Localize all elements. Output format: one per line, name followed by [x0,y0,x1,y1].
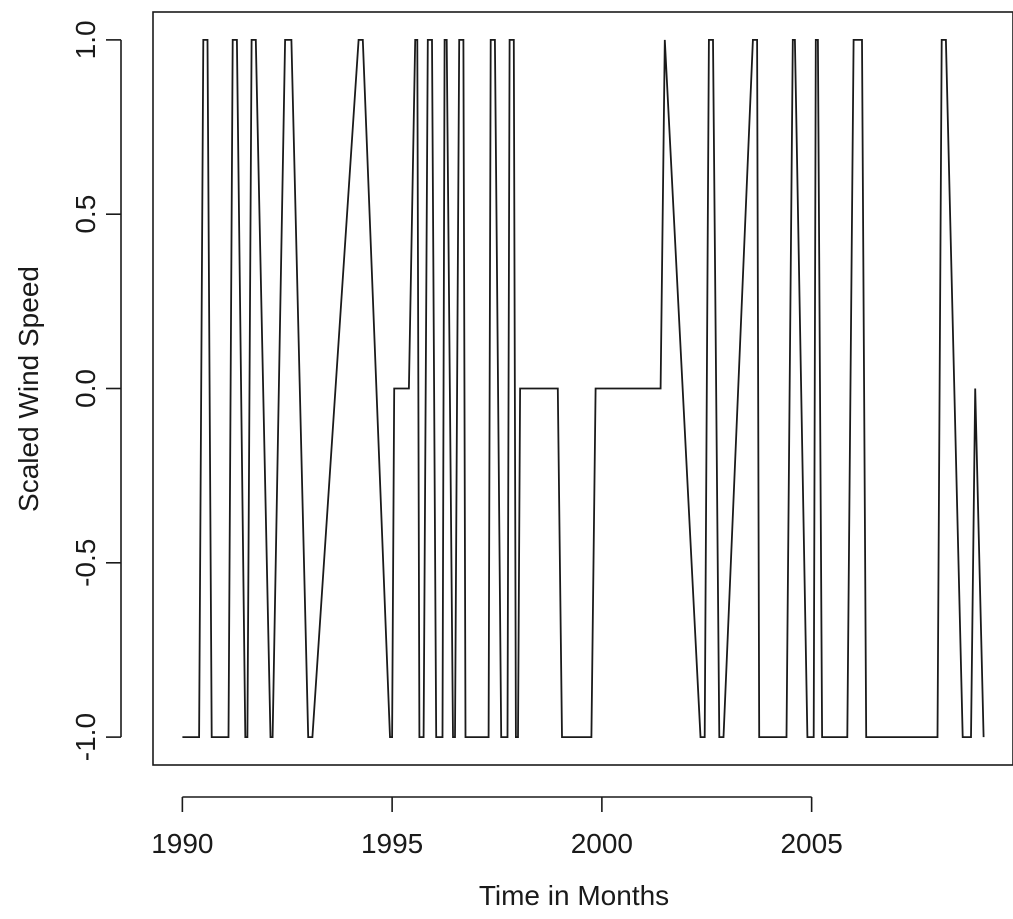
x-axis-title: Time in Months [479,880,669,911]
y-axis-title: Scaled Wind Speed [13,266,44,512]
x-tick-label: 1995 [361,828,423,859]
y-axis: -1.0 -0.5 0.0 0.5 1.0 [70,20,122,761]
x-tick-label: 1990 [151,828,213,859]
x-tick-label: 2000 [571,828,633,859]
y-tick-label: 0.0 [70,369,101,408]
x-tick-label: 2005 [780,828,842,859]
series-line [182,39,985,738]
y-tick-label: 1.0 [70,20,101,59]
x-axis: 1990 1995 2000 2005 [151,796,843,859]
y-tick-label: -0.5 [70,539,101,587]
y-tick-label: 0.5 [70,195,101,234]
y-tick-label: -1.0 [70,713,101,761]
plot-frame [152,11,1013,766]
